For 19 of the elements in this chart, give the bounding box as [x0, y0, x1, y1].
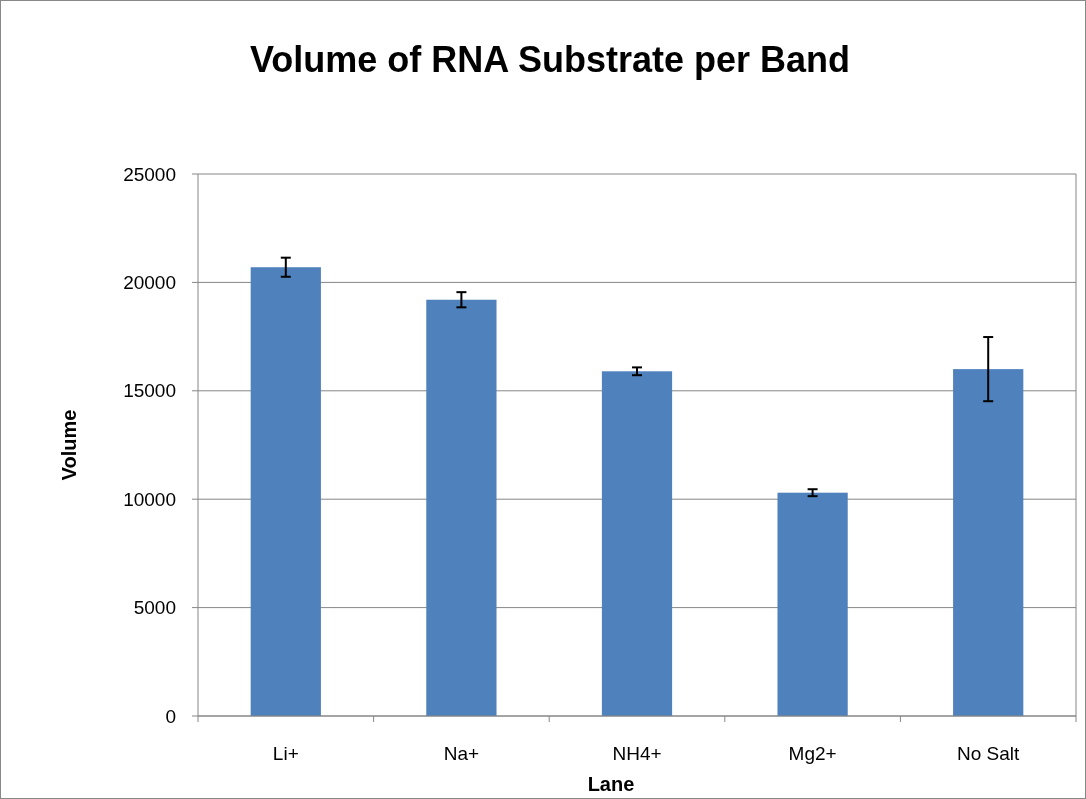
- bar: [250, 267, 321, 716]
- y-tick-label: 25000: [123, 163, 176, 185]
- bar: [953, 369, 1024, 716]
- y-tick-label: 5000: [133, 597, 176, 619]
- bar: [777, 492, 848, 716]
- x-axis-title: Lane: [587, 773, 635, 795]
- y-tick-label: 0: [165, 705, 176, 727]
- x-tick-label: Na+: [443, 743, 480, 764]
- bar: [601, 371, 673, 716]
- y-tick-label: 15000: [123, 380, 176, 402]
- x-tick-label: No Salt: [957, 743, 1021, 764]
- bar: [426, 299, 497, 716]
- x-tick-label: NH4+: [612, 743, 662, 764]
- y-axis-title: Volume: [58, 409, 80, 481]
- x-tick-label: Mg2+: [788, 743, 837, 764]
- y-tick-label: 20000: [123, 272, 176, 294]
- y-tick-label: 10000: [123, 488, 176, 510]
- chart-title: Volume of RNA Substrate per Band: [249, 39, 851, 80]
- x-tick-label: Li+: [272, 743, 299, 764]
